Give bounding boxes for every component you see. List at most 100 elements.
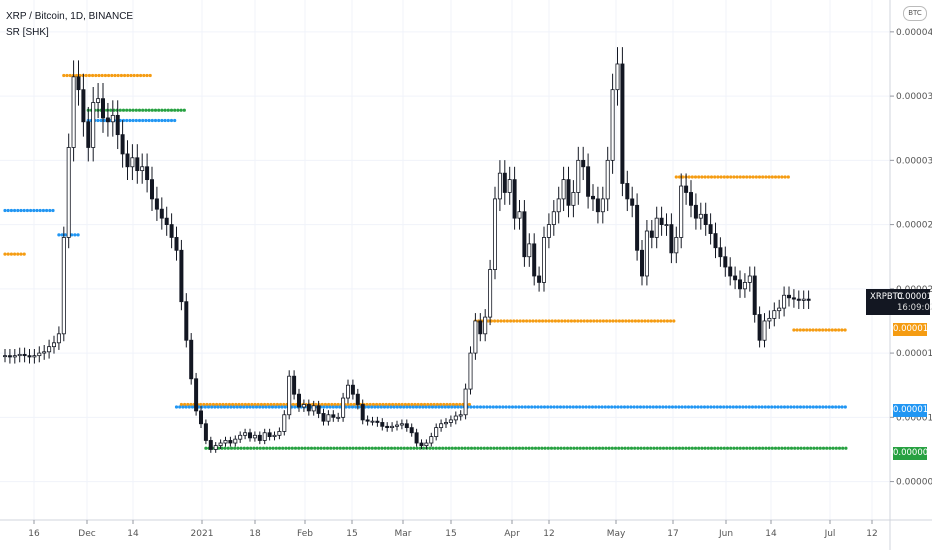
candle [615,47,620,106]
candle [96,83,101,119]
price-tick-label: 0.00001000 [896,413,932,423]
candle [184,293,189,348]
candle [728,257,733,286]
candle [546,213,551,249]
candle [791,289,796,308]
candle [370,416,375,426]
candle [458,410,463,421]
candle [169,213,174,249]
candle [448,415,453,427]
candle [556,186,561,224]
candle [434,423,439,441]
candle [512,166,517,230]
candle [394,420,399,431]
candle [32,348,37,364]
candle [76,60,81,106]
sr-level-line [674,175,790,179]
indicator-label[interactable]: SR [SHK] [6,27,49,38]
candle [164,206,169,236]
candle [571,180,576,218]
candle [66,133,71,249]
sr-level-line [3,208,55,213]
candle [664,213,669,236]
candle [586,153,591,209]
candle [532,233,537,286]
candle [409,423,414,437]
sr-level-line [174,405,847,409]
candle [81,73,86,137]
candle [703,202,708,236]
candle [3,348,8,363]
candle [257,431,262,445]
candle [742,273,747,298]
candle [223,436,228,447]
time-tick-label: 15 [346,529,357,539]
symbol-label: XRPBTC [870,292,904,302]
candle [762,313,767,348]
candle [355,388,360,410]
candle [463,383,468,420]
time-tick-label: Feb [297,529,313,539]
candle [752,266,757,323]
candle [478,313,483,342]
sr-level-line [179,402,471,407]
candle [757,306,762,348]
candle [37,346,42,363]
time-tick-label: 18 [249,529,261,539]
candle [140,153,145,184]
candle [247,428,252,442]
candle [375,416,380,427]
level-label-orange: 0.00001682 [893,323,932,336]
candle [287,370,292,420]
candle [473,313,478,360]
candle [635,193,640,261]
candle [198,406,203,429]
time-tick-label: Apr [504,529,520,539]
candle [208,436,213,453]
candle [738,270,743,298]
candle [101,83,106,133]
sr-level-line [792,328,847,332]
candle [228,436,233,447]
candle [488,259,493,326]
candle [272,431,277,441]
candle [7,348,12,364]
price-axis: 0.000005000.000010000.000015000.00002000… [890,28,932,488]
price-tick-label: 0.00003000 [896,156,932,166]
candle [747,266,752,292]
time-tick-label: Jul [824,529,836,539]
candle [350,379,355,400]
candle [189,333,194,385]
candle [292,370,297,400]
candle [439,419,444,432]
time-tick-label: 2021 [191,529,214,539]
candle [507,166,512,205]
current-price-value: 0.00001915 [897,292,932,302]
candle [56,326,61,350]
price-tick-label: 0.00002500 [896,221,932,231]
candle [605,146,610,212]
candle [331,410,336,422]
chart-title[interactable]: XRP / Bitcoin, 1D, BINANCE [6,11,134,22]
candle [159,197,164,230]
candle [497,160,502,212]
price-tick-label: 0.00000500 [896,478,932,488]
candle [12,348,17,364]
candle [419,439,424,450]
time-tick-label: 12 [866,529,877,539]
candle [591,184,596,212]
candle [640,239,645,286]
candle [576,146,581,205]
candle [620,47,625,197]
candle [659,206,664,236]
candle [22,347,27,363]
candle [282,410,287,436]
candle [708,213,713,245]
candle [713,222,718,259]
price-tick-label: 0.00001500 [896,349,932,359]
currency-badge[interactable]: BTC [903,6,927,21]
candle [174,226,179,261]
candle [551,200,556,236]
candle [179,239,184,311]
